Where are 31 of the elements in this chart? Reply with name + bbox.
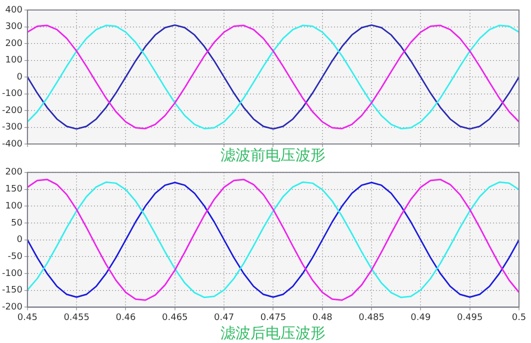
y-tick-label: 200 [5, 168, 23, 178]
y-tick-label: -400 [2, 139, 23, 150]
x-axis-title: 滤波后电压波形 [220, 324, 326, 342]
x-tick-label: 0.5 [512, 312, 526, 323]
y-tick-label: 0 [16, 72, 23, 82]
x-tick-label: 0.485 [358, 312, 384, 323]
x-tick-label: 0.465 [162, 312, 188, 323]
x-tick-label: 0.47 [214, 312, 234, 323]
x-tick-label: 0.45 [17, 312, 38, 323]
y-tick-label: -150 [2, 286, 23, 296]
x-axis-title: 滤波前电压波形 [220, 146, 326, 164]
y-tick-label: 100 [5, 56, 23, 66]
x-tick-label: 0.49 [410, 312, 431, 323]
y-tick-label: 0 [16, 235, 23, 246]
y-tick-label: 50 [10, 218, 23, 228]
x-tick-label: 0.48 [312, 312, 333, 323]
y-tick-label: -300 [2, 122, 23, 133]
x-tick-label: 0.495 [456, 312, 483, 323]
y-tick-label: -100 [2, 268, 23, 279]
y-tick-label: -100 [2, 89, 23, 100]
y-tick-label: -200 [2, 302, 23, 313]
y-tick-label: 300 [5, 22, 23, 32]
x-tick-label: 0.46 [116, 312, 136, 323]
y-tick-label: -200 [2, 106, 23, 116]
y-tick-label: 150 [5, 184, 23, 195]
y-tick-label: 200 [5, 38, 23, 49]
y-tick-label: 100 [5, 201, 23, 212]
y-tick-label: 400 [5, 5, 23, 16]
y-tick-label: -50 [8, 252, 23, 262]
x-tick-label: 0.455 [64, 312, 90, 323]
x-tick-label: 0.475 [260, 312, 286, 323]
